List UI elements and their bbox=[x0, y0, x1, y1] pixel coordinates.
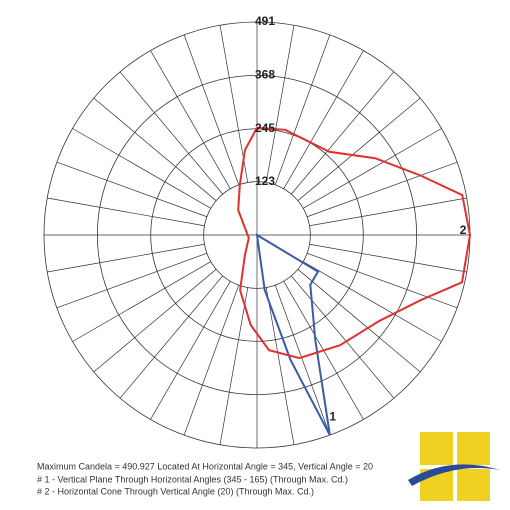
plot: 12 bbox=[237, 126, 472, 436]
spoke bbox=[150, 281, 231, 420]
spoke bbox=[309, 243, 467, 273]
grid bbox=[43, 21, 471, 449]
spoke bbox=[297, 97, 421, 201]
spoke bbox=[283, 50, 364, 189]
r-tick-label: 123 bbox=[255, 174, 275, 188]
spoke bbox=[309, 197, 467, 227]
spoke bbox=[93, 97, 217, 201]
series-line bbox=[255, 233, 331, 436]
spoke bbox=[307, 161, 458, 218]
spoke bbox=[297, 269, 421, 373]
r-tick-label: 368 bbox=[255, 68, 275, 82]
note: # 1 - Vertical Plane Through Horizontal … bbox=[37, 474, 348, 484]
spoke bbox=[183, 285, 240, 436]
spoke bbox=[56, 252, 207, 309]
spoke bbox=[274, 34, 331, 185]
spoke bbox=[291, 71, 395, 195]
spoke bbox=[56, 161, 207, 218]
spoke bbox=[265, 287, 295, 445]
spoke bbox=[303, 128, 442, 209]
series-label: 2 bbox=[460, 223, 467, 237]
spoke bbox=[274, 285, 331, 436]
spoke bbox=[47, 243, 205, 273]
series-line bbox=[237, 126, 472, 360]
spoke bbox=[72, 261, 211, 342]
ticks: 123 245 368 491 bbox=[255, 14, 275, 188]
spoke bbox=[93, 269, 217, 373]
spoke bbox=[265, 25, 295, 183]
spoke bbox=[307, 252, 458, 309]
r-tick-label: 491 bbox=[255, 14, 275, 28]
spoke bbox=[291, 275, 395, 399]
logo bbox=[408, 432, 500, 501]
r-tick-label: 245 bbox=[255, 121, 275, 135]
spoke bbox=[119, 275, 223, 399]
spoke bbox=[303, 261, 442, 342]
spoke bbox=[119, 71, 223, 195]
spoke bbox=[219, 287, 249, 445]
note: # 2 - Horizontal Cone Through Vertical A… bbox=[37, 486, 314, 496]
series-label: 1 bbox=[329, 409, 336, 423]
note: Maximum Candela = 490.927 Located At Hor… bbox=[37, 461, 373, 471]
spoke bbox=[47, 197, 205, 227]
grid-ring bbox=[203, 181, 311, 289]
spoke bbox=[183, 34, 240, 185]
grid-ring bbox=[96, 74, 418, 396]
spoke bbox=[150, 50, 231, 189]
spoke bbox=[72, 128, 211, 209]
